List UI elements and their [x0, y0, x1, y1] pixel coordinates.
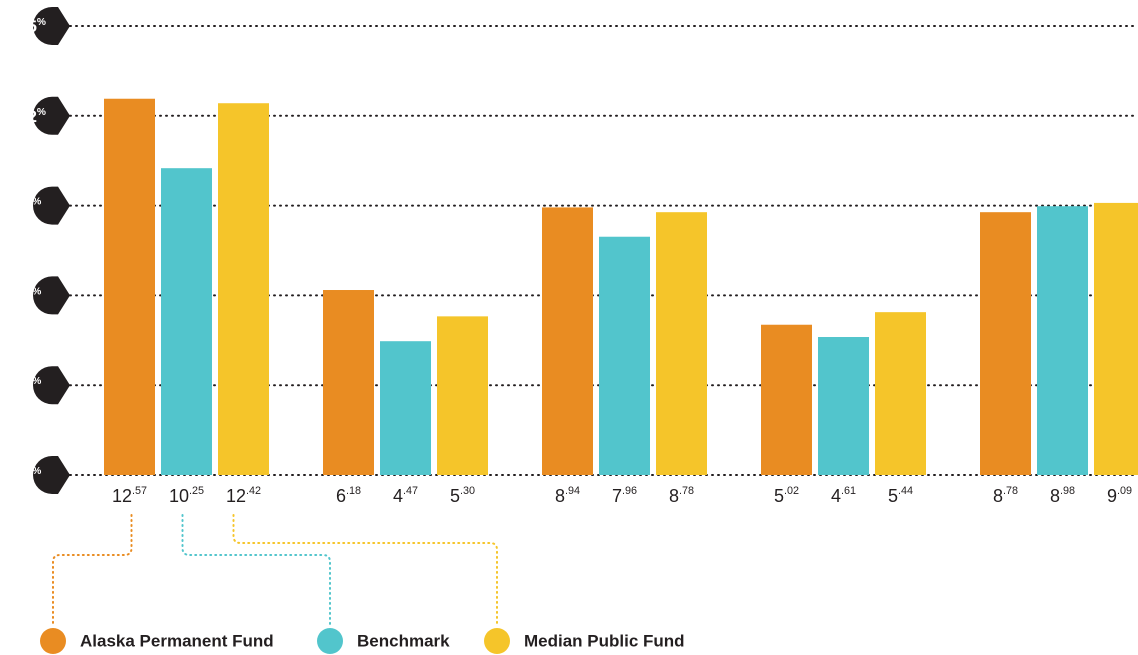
tick-badge — [33, 186, 70, 225]
legend-connector — [52, 514, 133, 626]
bar — [437, 316, 488, 475]
bar — [1094, 202, 1138, 475]
legend-label: Median Public Fund — [524, 631, 685, 650]
bar — [761, 324, 812, 475]
y-tick-label: 12% — [18, 106, 46, 126]
value-label: 8.94 — [555, 485, 580, 506]
value-label: 8.78 — [669, 485, 694, 506]
value-label: 12.42 — [226, 485, 261, 506]
legend-swatch — [317, 628, 343, 654]
legend-connector — [232, 514, 498, 626]
y-tick-label: 3% — [23, 376, 42, 396]
bar — [656, 212, 707, 475]
legend-swatch — [40, 628, 66, 654]
bar — [980, 212, 1031, 475]
bar — [380, 341, 431, 475]
legend-swatch — [484, 628, 510, 654]
legend-label: Benchmark — [357, 631, 450, 650]
tick-badge — [33, 276, 70, 315]
bar — [875, 312, 926, 475]
legend-connector — [181, 514, 331, 626]
legend-label: Alaska Permanent Fund — [80, 631, 274, 650]
bar — [161, 168, 212, 475]
value-label: 5.30 — [450, 485, 475, 506]
bar — [104, 98, 155, 475]
bar — [818, 337, 869, 475]
y-tick-label: 0% — [23, 466, 42, 486]
y-tick-label: 6% — [23, 286, 42, 306]
y-tick-label: 15% — [18, 17, 46, 37]
bar — [323, 290, 374, 475]
value-label: 5.02 — [774, 485, 799, 506]
value-label: 7.96 — [612, 485, 637, 506]
value-label: 4.47 — [393, 485, 418, 506]
value-label: 10.25 — [169, 485, 204, 506]
value-label: 9.09 — [1107, 485, 1132, 506]
value-label: 8.78 — [993, 485, 1018, 506]
value-label: 5.44 — [888, 485, 913, 506]
value-label: 6.18 — [336, 485, 361, 506]
value-label: 4.61 — [831, 485, 856, 506]
tick-badge — [33, 456, 70, 494]
value-label: 8.98 — [1050, 485, 1075, 506]
bar — [542, 207, 593, 475]
bar — [1037, 206, 1088, 475]
tick-badge — [33, 96, 70, 135]
y-tick-label: 9% — [23, 196, 42, 216]
tick-badge — [33, 7, 70, 45]
tick-badge — [33, 366, 70, 405]
bar — [599, 236, 650, 475]
bar — [218, 103, 269, 475]
value-label: 12.57 — [112, 485, 147, 506]
